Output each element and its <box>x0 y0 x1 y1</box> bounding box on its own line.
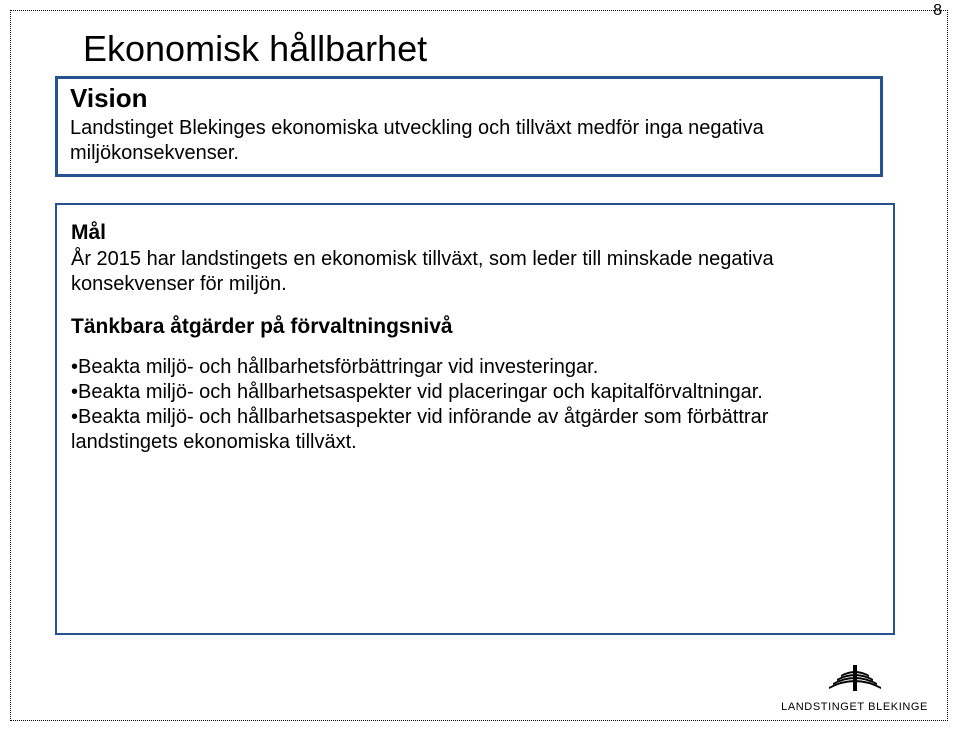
bullet-item: •Beakta miljö- och hållbarhetsaspekter v… <box>71 380 879 405</box>
logo-icon <box>825 665 885 693</box>
mal-box: Mål År 2015 har landstingets en ekonomis… <box>55 203 895 635</box>
content-area: Ekonomisk hållbarhet Vision Landstinget … <box>55 28 905 635</box>
slide-title: Ekonomisk hållbarhet <box>83 28 905 70</box>
vision-box: Vision Landstinget Blekinges ekonomiska … <box>55 76 883 177</box>
bullet-item: •Beakta miljö- och hållbarhetsaspekter v… <box>71 405 879 455</box>
vision-heading: Vision <box>70 83 868 114</box>
logo-text: LANDSTINGET BLEKINGE <box>781 701 928 713</box>
mal-text: År 2015 har landstingets en ekonomisk ti… <box>71 247 879 297</box>
mal-sub-heading: Tänkbara åtgärder på förvaltningsnivå <box>71 315 879 339</box>
bullet-list: •Beakta miljö- och hållbarhetsförbättrin… <box>71 355 879 455</box>
bullet-item: •Beakta miljö- och hållbarhetsförbättrin… <box>71 355 879 380</box>
logo: LANDSTINGET BLEKINGE <box>781 665 928 713</box>
mal-heading: Mål <box>71 221 879 245</box>
page-number: 8 <box>933 2 942 20</box>
vision-text: Landstinget Blekinges ekonomiska utveckl… <box>70 116 868 166</box>
